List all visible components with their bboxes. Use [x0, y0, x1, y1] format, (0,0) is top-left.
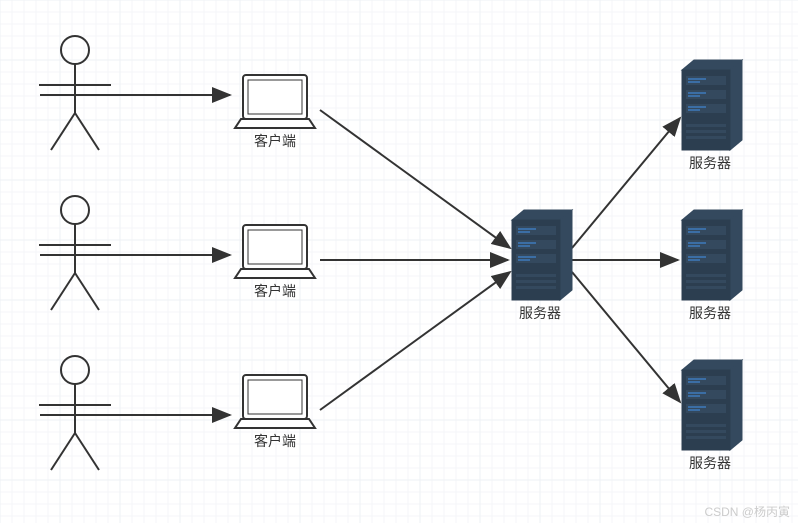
background-grid	[0, 0, 798, 523]
watermark-text: CSDN @杨丙寅	[704, 504, 790, 519]
server-label: 服务器	[689, 305, 731, 321]
server-label: 服务器	[689, 455, 731, 471]
client-label: 客户端	[254, 283, 296, 299]
client-label: 客户端	[254, 133, 296, 149]
client-label: 客户端	[254, 433, 296, 449]
server-label: 服务器	[519, 305, 561, 321]
architecture-diagram: 客户端客户端客户端服务器服务器服务器服务器 CSDN @杨丙寅	[0, 0, 798, 523]
server-label: 服务器	[689, 155, 731, 171]
